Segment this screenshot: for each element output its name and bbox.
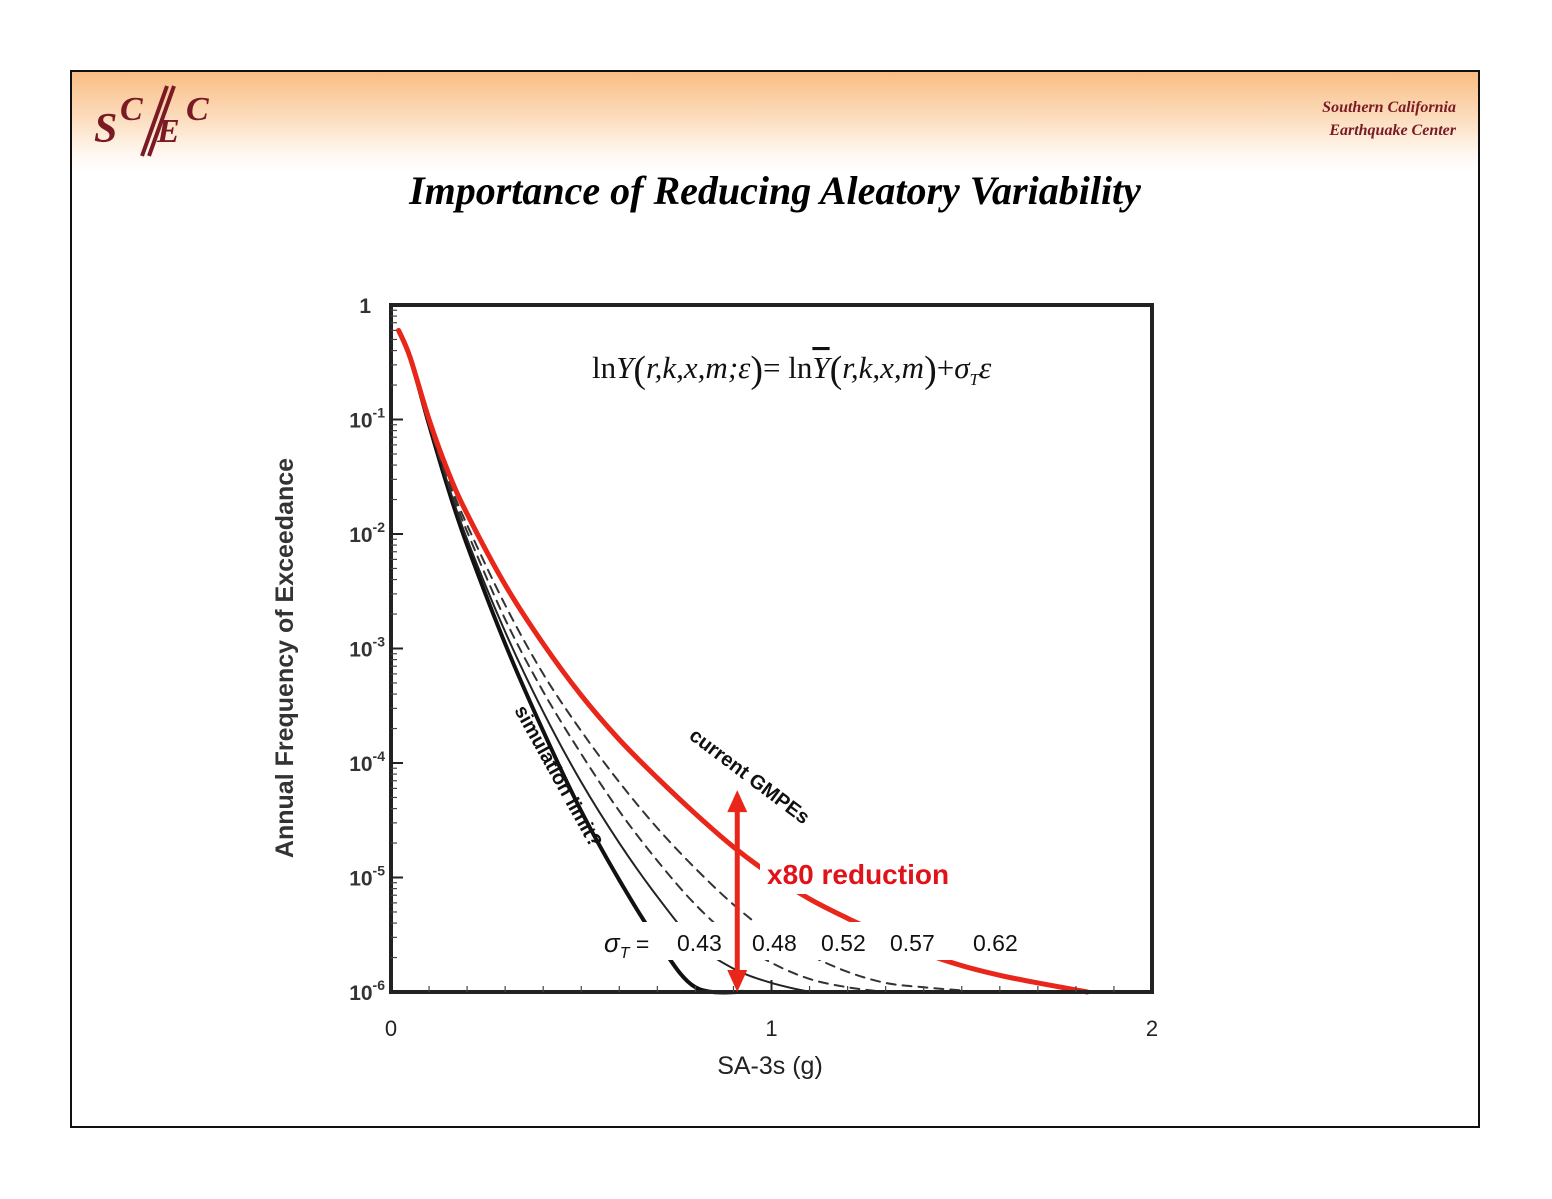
slide-title: Importance of Reducing Aleatory Variabil…	[409, 168, 1141, 213]
x-tick-label: 2	[1146, 1016, 1158, 1041]
org-name: Southern California Earthquake Center	[1322, 96, 1456, 142]
logo-c1: C	[120, 91, 143, 128]
x-tick-label: 1	[765, 1016, 777, 1041]
scec-logo: S C E C	[94, 85, 209, 157]
logo-e: E	[156, 113, 180, 150]
label-backdrop	[760, 852, 975, 894]
simulation-limit-label: simulation limit?	[510, 702, 606, 852]
y-tick-label: 10-6	[349, 977, 385, 1005]
logo-s: S	[94, 106, 117, 152]
sigma-value-label: 0.62	[973, 930, 1018, 956]
y-tick-label: 1	[359, 295, 371, 318]
series-line-sigma-0.62	[396, 327, 1090, 995]
logo-fault-line	[147, 85, 176, 157]
sigma-prefix-label: σT =	[604, 928, 649, 962]
org-line-1: Southern California	[1322, 99, 1456, 116]
label-backdrop	[598, 922, 1038, 960]
equation-label: lnY(r,k,x,m;ε)= lnY(r,k,x,m)+σTε	[592, 349, 992, 391]
y-axis-label: Annual Frequency of Exceedance	[271, 458, 299, 858]
sigma-value-label: 0.43	[677, 930, 722, 956]
curves-layer	[396, 327, 1090, 995]
logo-fault-line	[140, 85, 169, 157]
sigma-value-label: 0.57	[890, 930, 935, 956]
sigma-value-label: 0.48	[752, 930, 797, 956]
series-line-sigma-0.43	[396, 328, 747, 995]
x-axis-label: SA-3s (g)	[717, 1052, 823, 1080]
y-tick-label: 10-5	[349, 863, 385, 891]
y-tick-label: 10-1	[349, 405, 385, 433]
reduction-label: x80 reduction	[767, 859, 949, 890]
x-tick-label: 0	[385, 1016, 397, 1041]
sigma-value-label: 0.52	[821, 930, 866, 956]
header-band	[72, 72, 1478, 172]
arrow-head-up	[727, 790, 748, 813]
arrow-head-down	[727, 970, 748, 992]
logo-c2: C	[186, 91, 209, 128]
y-tick-label: 10-4	[349, 748, 385, 776]
series-line-sigma-0.48	[397, 329, 811, 993]
ticks-layer: 0 1 2 1 10-1 10-2 10-3 10-4 10-5 10-6	[349, 295, 1158, 1041]
sigma-labels: σT = 0.43 0.48 0.52 0.57 0.62	[604, 928, 1018, 962]
org-line-2: Earthquake Center	[1329, 122, 1456, 139]
current-gmpes-label: current GMPEs	[685, 724, 814, 829]
series-line-sigma-0.57	[397, 329, 982, 993]
reduction-arrow	[727, 790, 748, 992]
y-tick-label: 10-2	[349, 519, 385, 547]
y-tick-label: 10-3	[349, 634, 385, 662]
